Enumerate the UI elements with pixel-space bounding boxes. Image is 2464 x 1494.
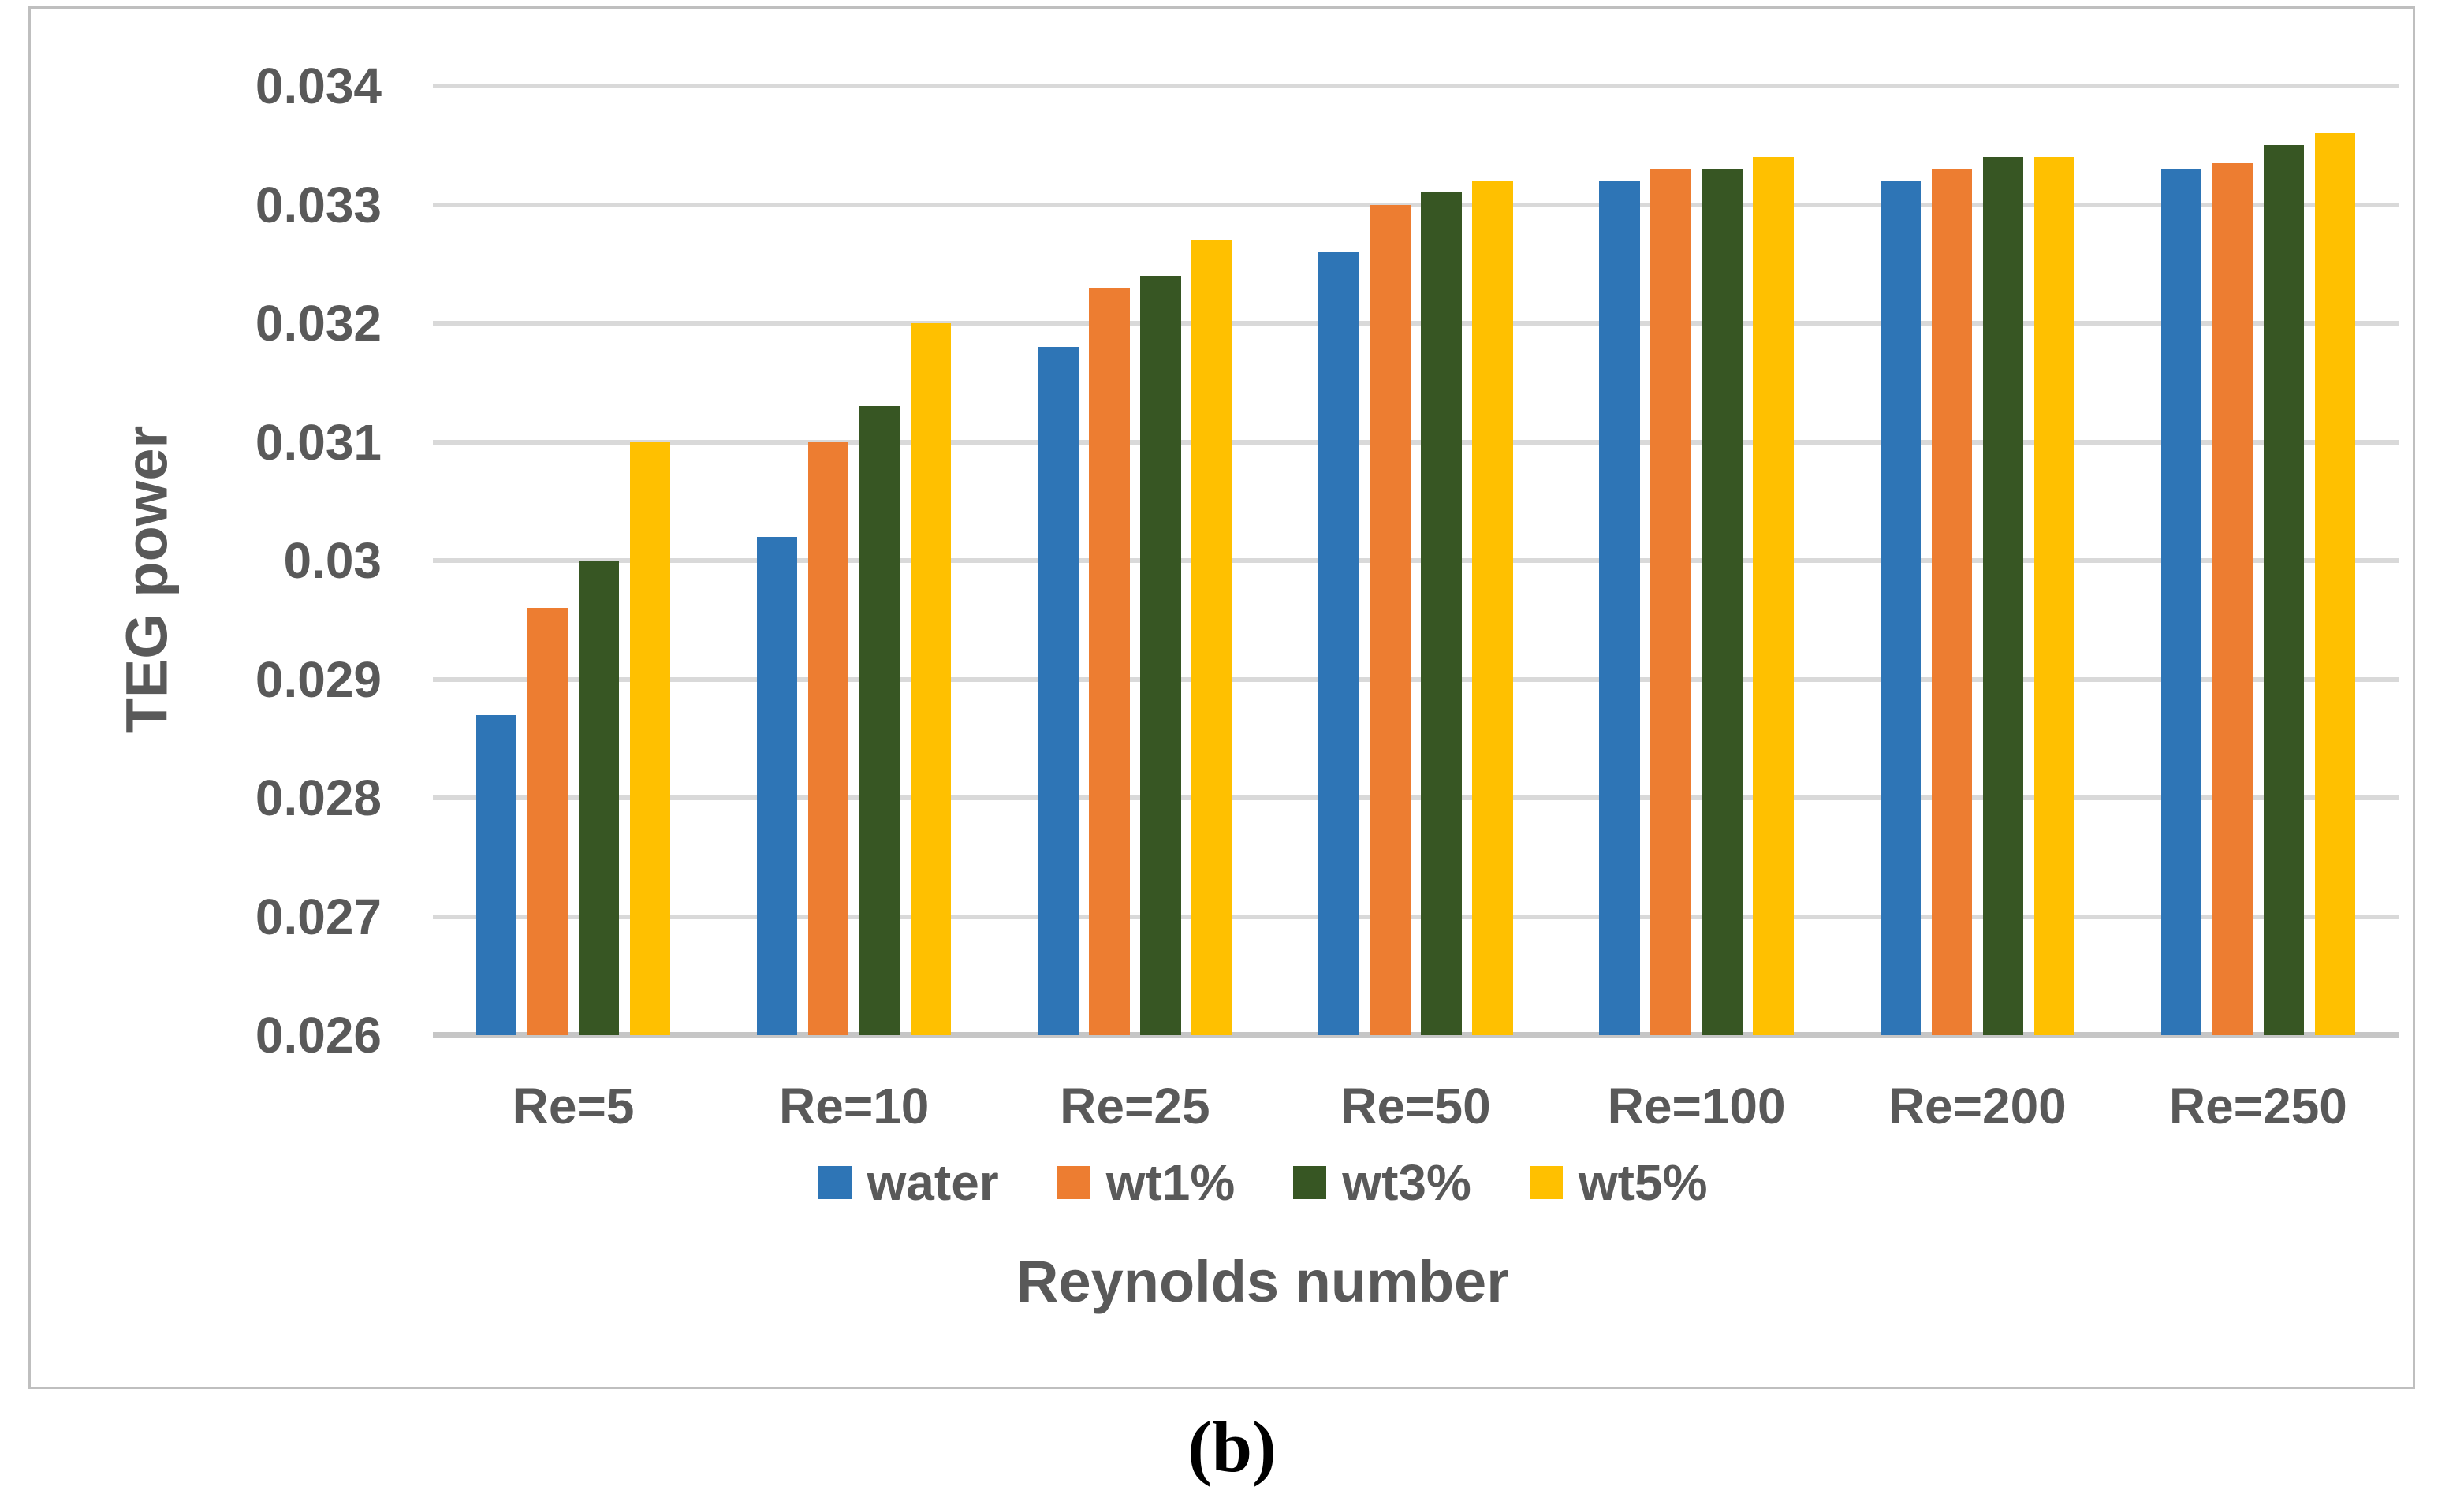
bar-wt3-re5 <box>578 561 620 1035</box>
gridline <box>433 439 2399 445</box>
y-tick-label: 0.027 <box>255 888 382 945</box>
gridline <box>433 202 2399 207</box>
bar-wt3-re250 <box>2263 145 2305 1035</box>
plot-area <box>433 84 2399 1038</box>
bar-wt5-re25 <box>1191 240 1232 1035</box>
gridline <box>433 558 2399 563</box>
legend-label-wt5: wt5% <box>1578 1154 1708 1211</box>
bar-water-re100 <box>1599 181 1640 1035</box>
bar-water-re50 <box>1318 251 1359 1035</box>
figure-caption: (b) <box>1187 1406 1277 1487</box>
chart-frame: TEG power 0.026 0.027 0.028 0.029 0.03 0.031 0… <box>28 6 2415 1389</box>
bar-wt5-re10 <box>910 323 952 1035</box>
legend: water wt1% wt3% wt5% <box>31 1153 2464 1212</box>
gridline <box>433 914 2399 919</box>
bar-wt3-re100 <box>1702 169 1743 1035</box>
legend-marker-wt3 <box>1293 1166 1327 1199</box>
y-tick-label: 0.032 <box>255 295 382 352</box>
bar-wt1-re50 <box>1370 204 1411 1035</box>
bar-wt1-re200 <box>1931 169 1973 1035</box>
bar-wt1-re10 <box>807 441 849 1035</box>
x-category-label-re10: Re=10 <box>779 1078 930 1134</box>
bar-water-re200 <box>1880 181 1922 1035</box>
gridline <box>433 676 2399 682</box>
x-category-label-re100: Re=100 <box>1607 1078 1786 1134</box>
bar-wt1-re5 <box>527 608 568 1035</box>
bar-wt5-re5 <box>629 441 671 1035</box>
gridline <box>433 321 2399 326</box>
bar-water-re5 <box>475 714 517 1035</box>
y-tick-label: 0.026 <box>255 1007 382 1064</box>
bar-wt5-re50 <box>1472 181 1513 1035</box>
x-axis-title: Reynolds number <box>1016 1249 1509 1314</box>
bar-wt1-re100 <box>1650 169 1691 1035</box>
legend-label-wt1: wt1% <box>1105 1154 1236 1211</box>
x-category-label-re25: Re=25 <box>1060 1078 1210 1134</box>
bar-wt1-re250 <box>2212 162 2253 1035</box>
legend-item-water: water <box>818 1153 999 1212</box>
y-tick-label: 0.031 <box>255 413 382 471</box>
y-tick-label: 0.029 <box>255 650 382 708</box>
bar-wt5-re200 <box>2033 157 2075 1035</box>
bar-wt3-re50 <box>1421 192 1462 1035</box>
bar-wt3-re200 <box>1982 157 2024 1035</box>
bar-wt1-re25 <box>1089 287 1130 1035</box>
y-tick-label: 0.034 <box>255 58 382 114</box>
legend-item-wt5: wt5% <box>1529 1153 1708 1212</box>
bar-wt5-re100 <box>1753 157 1794 1035</box>
bar-water-re250 <box>2160 169 2202 1035</box>
x-category-label-re50: Re=50 <box>1340 1078 1491 1134</box>
x-category-label-re250: Re=250 <box>2168 1078 2347 1134</box>
gridline <box>433 795 2399 800</box>
legend-item-wt1: wt1% <box>1057 1153 1236 1212</box>
y-tick-label: 0.03 <box>283 532 382 589</box>
bar-water-re25 <box>1038 347 1079 1035</box>
y-tick-label: 0.028 <box>255 769 382 826</box>
legend-item-wt3: wt3% <box>1293 1153 1471 1212</box>
legend-marker-wt1 <box>1057 1166 1090 1199</box>
bar-wt3-re25 <box>1140 275 1181 1035</box>
y-tick-label: 0.033 <box>255 176 382 233</box>
x-category-label-re200: Re=200 <box>1888 1078 2067 1134</box>
legend-label-wt3: wt3% <box>1342 1154 1471 1211</box>
bar-water-re10 <box>756 536 798 1035</box>
bar-wt5-re250 <box>2314 133 2356 1035</box>
legend-marker-water <box>818 1166 852 1199</box>
gridline <box>433 84 2399 88</box>
x-category-label-re5: Re=5 <box>512 1078 635 1134</box>
x-axis-line <box>433 1032 2399 1038</box>
bar-wt3-re10 <box>859 406 900 1035</box>
legend-label-water: water <box>867 1154 999 1211</box>
legend-marker-wt5 <box>1529 1166 1563 1199</box>
